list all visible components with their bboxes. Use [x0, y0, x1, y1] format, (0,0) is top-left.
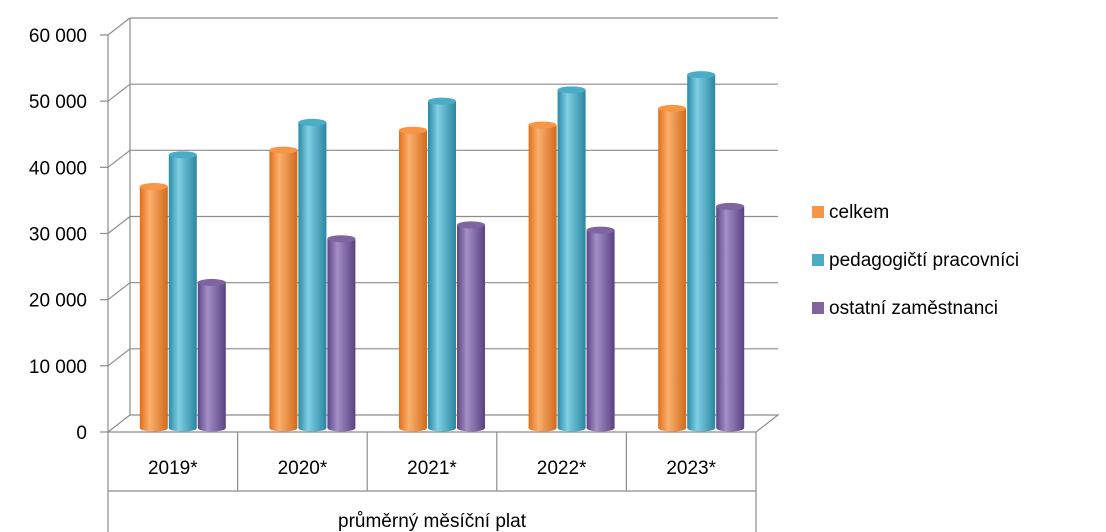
bar-body: [528, 124, 557, 432]
bar-body: [716, 206, 745, 432]
bar-cap: [327, 235, 356, 243]
bar-cap: [658, 104, 687, 112]
x-tick-label: 2022*: [537, 458, 587, 479]
bar-body: [658, 108, 687, 432]
y-tick-label: 50 000: [29, 92, 87, 113]
legend-item: celkem: [812, 202, 889, 223]
gridline-side: [107, 282, 131, 301]
y-tick-label: 10 000: [29, 357, 87, 378]
y-tick-label: 30 000: [29, 225, 87, 246]
bar-body: [586, 230, 615, 432]
bar-cap: [298, 118, 327, 126]
legend-label: pedagogičtí pracovníci: [829, 250, 1019, 271]
bar: [269, 146, 298, 432]
bar-cap: [269, 146, 298, 154]
gridline-side: [107, 348, 131, 367]
bar-cap: [168, 151, 197, 159]
bar-body: [139, 186, 168, 432]
x-tick-label: 2019*: [148, 458, 198, 479]
bar-cap: [457, 221, 485, 229]
bar: [428, 97, 456, 432]
y-axis: 0 10 000 20 000 30 000 40 000 50 000 60 000: [29, 26, 108, 444]
bar-cap: [428, 97, 456, 105]
bar-cap: [139, 182, 168, 190]
gridline-side: [107, 216, 131, 234]
bar-body: [327, 238, 356, 432]
gridline-side: [107, 149, 131, 168]
bar-cap: [399, 126, 427, 134]
legend-item: ostatní zaměstnanci: [812, 298, 998, 319]
legend-swatch: [812, 206, 824, 218]
bar-cap: [586, 226, 615, 234]
bar-body: [298, 122, 327, 432]
legend-label: ostatní zaměstnanci: [829, 298, 998, 319]
bar-body: [557, 89, 586, 432]
floor: [106, 414, 780, 433]
x-axis: 2019* 2020* 2021* 2022* 2023* průměrný měsíčn…: [107, 432, 757, 532]
bar: [528, 121, 557, 432]
bar: [139, 182, 168, 432]
bar-body: [399, 130, 427, 432]
bar: [197, 278, 226, 432]
legend-label: celkem: [829, 202, 889, 223]
bar: [557, 86, 586, 432]
bar: [716, 202, 745, 432]
bar: [327, 235, 356, 432]
bar-body: [197, 282, 226, 432]
bar-cap: [716, 202, 745, 210]
bar-cap: [687, 71, 716, 79]
bar-cap: [557, 86, 586, 94]
bar-body: [687, 74, 716, 432]
bar-cap: [528, 121, 557, 129]
bar-body: [457, 224, 485, 432]
x-group-label: průměrný měsíční plat: [338, 511, 527, 532]
gridline-side: [107, 83, 131, 102]
y-tick-label: 0: [76, 423, 87, 444]
legend-swatch: [812, 254, 824, 266]
bar: [586, 226, 615, 432]
legend-item: pedagogičtí pracovníci: [812, 250, 1019, 271]
bar-body: [428, 101, 456, 432]
bar: [687, 71, 716, 432]
legend-swatch: [812, 302, 824, 314]
bar: [298, 118, 327, 432]
x-tick-label: 2020*: [278, 458, 328, 479]
bar: [399, 126, 427, 432]
bar-cap: [197, 278, 226, 286]
bars: [139, 71, 745, 432]
x-tick-label: 2021*: [407, 458, 457, 479]
y-tick-label: 60 000: [29, 26, 87, 47]
x-tick-label: 2023*: [666, 458, 716, 479]
bar: [168, 151, 197, 432]
bar-body: [269, 150, 298, 432]
legend: celkem pedagogičtí pracovníci ostatní zamě…: [812, 202, 1019, 319]
bar-body: [168, 154, 197, 432]
y-tick-label: 40 000: [29, 158, 87, 179]
bar: [457, 221, 485, 432]
bar: [658, 104, 687, 432]
y-tick-label: 20 000: [29, 291, 87, 312]
gridline-side: [107, 17, 131, 36]
